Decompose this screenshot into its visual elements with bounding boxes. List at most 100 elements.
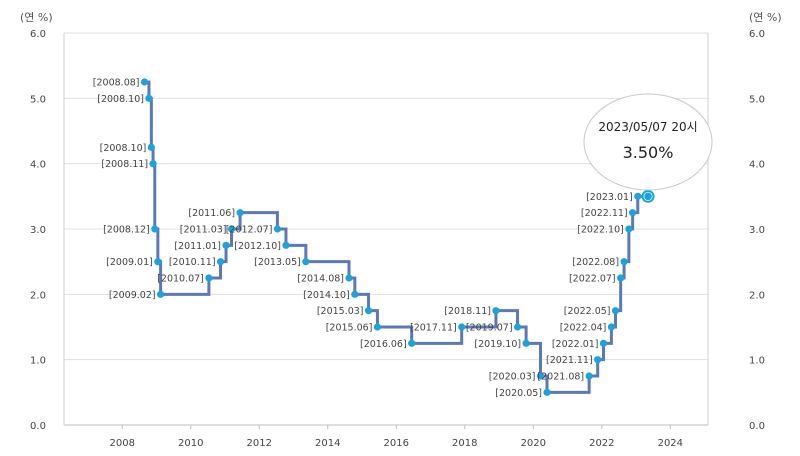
point-label: [2021.08]: [537, 372, 584, 383]
data-point: [522, 339, 530, 347]
point-label: [2009.02]: [109, 290, 156, 301]
x-tick-label: 2016: [384, 438, 409, 449]
x-tick-label: 2022: [589, 438, 614, 449]
data-point: [373, 323, 382, 331]
point-label: [2015.06]: [326, 323, 373, 334]
data-point: [205, 274, 213, 282]
point-label: [2011.06]: [188, 208, 235, 219]
data-point: [617, 274, 625, 282]
data-point: [157, 290, 165, 298]
point-label: [2012.10]: [234, 241, 281, 252]
point-label: [2020.05]: [495, 388, 542, 399]
data-point: [492, 307, 500, 315]
data-point: [607, 323, 616, 331]
point-label: [2022.11]: [581, 208, 628, 219]
point-label: [2014.10]: [303, 290, 350, 301]
data-point: [302, 258, 310, 266]
current-rate-marker[interactable]: [641, 189, 655, 203]
y-tick-label-left: 5.0: [30, 94, 46, 105]
point-label: [2008.10]: [100, 143, 147, 154]
data-point: [585, 372, 593, 380]
point-label: [2018.11]: [444, 306, 491, 317]
data-point: [149, 160, 157, 168]
data-point: [145, 94, 153, 102]
y-unit-label-left: (연 %): [20, 11, 53, 24]
point-label: [2008.10]: [97, 94, 144, 105]
data-points: [140, 78, 642, 396]
point-label: [2022.07]: [569, 274, 616, 285]
y-tick-label-right: 6.0: [749, 29, 765, 40]
point-label: [2013.05]: [254, 257, 301, 268]
tooltip-value: 3.50%: [623, 143, 674, 162]
y-tick-label-right: 5.0: [749, 94, 765, 105]
data-point: [594, 356, 602, 364]
data-point: [620, 258, 628, 266]
axis-frame: [63, 33, 709, 426]
x-tick-label: 2024: [658, 438, 683, 449]
y-tick-labels: 0.0 0.0 1.0 1.0 2.0 2.0 3.0 3.0 4.0 4.0 5.0 5.0 6.0 6…: [30, 29, 765, 432]
y-tick-label-left: 2.0: [30, 290, 46, 301]
y-tick-label-right: 1.0: [749, 356, 765, 367]
point-label: [2014.08]: [297, 274, 344, 285]
data-point: [147, 143, 155, 151]
y-tick-label-right: 3.0: [749, 225, 765, 236]
data-point: [216, 258, 225, 266]
data-point: [140, 78, 149, 86]
y-tick-label-left: 1.0: [30, 356, 46, 367]
x-tick-label: 2018: [452, 438, 477, 449]
point-label: [2019.10]: [474, 339, 521, 350]
y-tick-label-right: 0.0: [749, 421, 765, 432]
point-label: [2010.11]: [169, 257, 216, 268]
point-label: [2022.05]: [564, 306, 611, 317]
data-point: [364, 307, 373, 315]
data-point: [222, 241, 230, 249]
data-point: [273, 225, 282, 233]
y-tick-label-right: 4.0: [749, 160, 765, 171]
data-point: [611, 307, 620, 315]
data-point: [151, 225, 159, 233]
data-point: [227, 225, 236, 233]
point-label: [2016.06]: [360, 339, 407, 350]
point-label: [2022.10]: [577, 225, 624, 236]
current-point-dot: [644, 192, 652, 201]
point-labels: [2008.08] [2008.10] [2008.10] [2008.11] [200…: [93, 78, 633, 399]
y-tick-label-left: 4.0: [30, 160, 46, 171]
data-point: [282, 241, 290, 249]
point-label: [2011.03]: [180, 225, 227, 236]
rate-step-line: [144, 80, 649, 394]
tooltip: 2023/05/07 20시 3.50%: [583, 93, 713, 191]
x-tick-label: 2010: [178, 438, 203, 449]
point-label: [2012.07]: [226, 225, 273, 236]
y-tick-label-left: 6.0: [30, 29, 46, 40]
point-label: [2017.11]: [410, 323, 457, 334]
y-tick-label-left: 0.0: [30, 421, 46, 432]
point-label: [2010.07]: [157, 274, 204, 285]
data-point: [625, 225, 633, 233]
x-tick-label: 2020: [521, 438, 546, 449]
point-label: [2008.11]: [101, 159, 148, 170]
data-point: [536, 372, 545, 380]
point-label: [2015.03]: [317, 306, 364, 317]
point-label: [2020.03]: [489, 372, 536, 383]
x-tick-label: 2014: [315, 438, 340, 449]
y-unit-label-right: (연 %): [749, 11, 782, 24]
point-label: [2021.11]: [546, 355, 593, 366]
data-point: [408, 339, 416, 347]
data-point: [634, 192, 642, 200]
x-tick-label: 2008: [110, 438, 135, 449]
y-tick-label-right: 2.0: [749, 290, 765, 301]
data-point: [236, 209, 244, 217]
data-point: [458, 323, 466, 331]
x-tick-label: 2012: [247, 438, 272, 449]
data-point: [513, 323, 522, 331]
point-label: [2011.01]: [174, 241, 221, 252]
point-label: [2008.08]: [93, 78, 140, 89]
point-label: [2023.01]: [586, 192, 633, 203]
point-label: [2008.12]: [103, 225, 150, 236]
point-label: [2019.07]: [466, 323, 513, 334]
point-label: [2022.08]: [572, 257, 619, 268]
x-tick-labels: 2008 2010 2012 2014 2016 2018 2020 2022 2024: [110, 425, 683, 449]
tooltip-date: 2023/05/07 20시: [598, 120, 697, 134]
data-point: [629, 209, 637, 217]
